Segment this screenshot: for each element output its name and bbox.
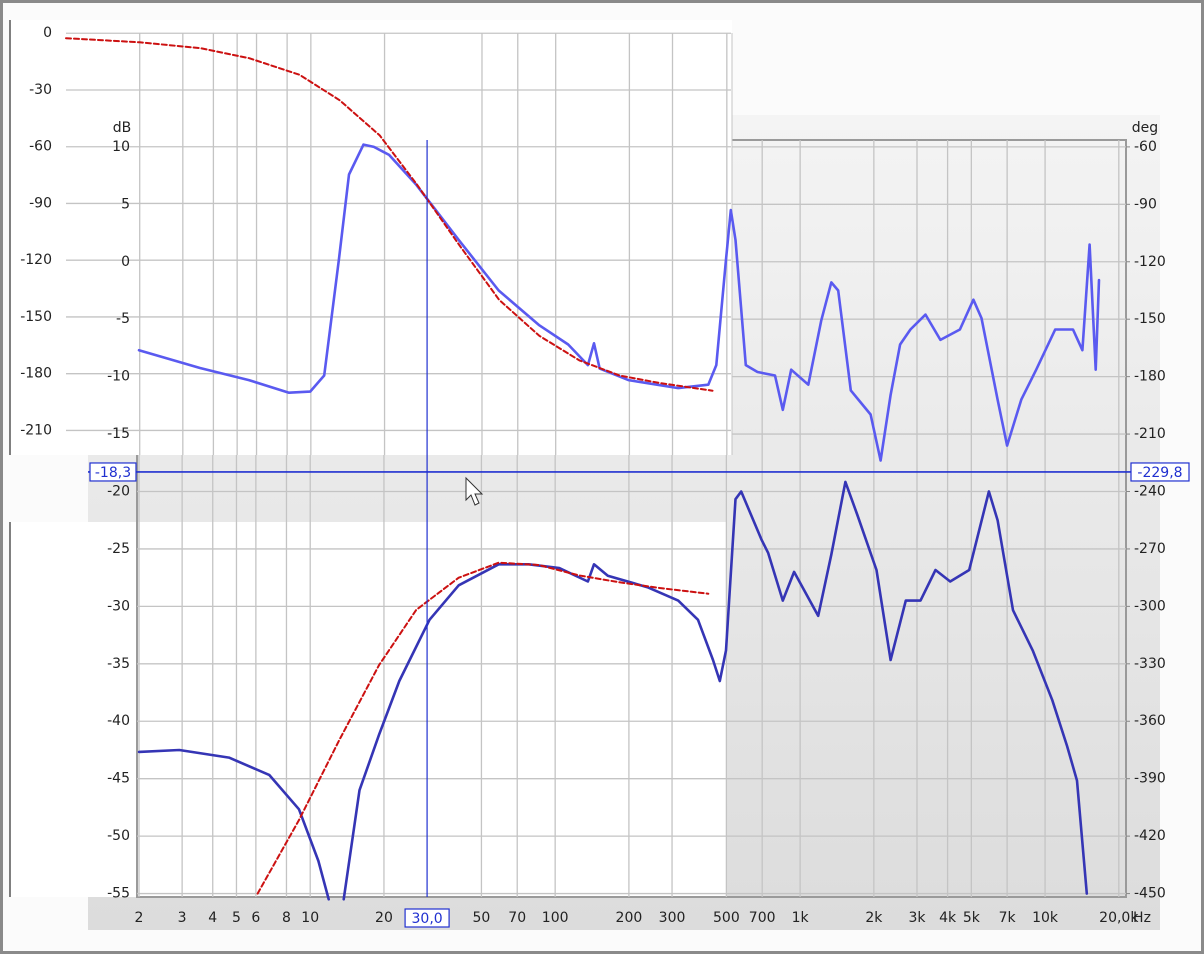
- curve: [137, 143, 1101, 462]
- x-tick-label: 10k: [1032, 910, 1059, 926]
- y-tick-label: -25: [107, 541, 130, 557]
- y2-tick-label: -300: [1134, 598, 1166, 614]
- overlay-y-tick-label: -30: [29, 82, 52, 98]
- dashed-curve: [256, 561, 710, 895]
- y2-tick-label: -360: [1134, 713, 1166, 729]
- y-tick-label: -20: [107, 484, 130, 500]
- x-tick-label: 1k: [792, 910, 810, 926]
- inset-panel: [10, 522, 726, 897]
- cursor-y-label-box: [89, 462, 137, 482]
- cursor-x-label-box: [404, 908, 450, 928]
- x-tick-label: 100: [542, 910, 569, 926]
- y2-tick-label: -150: [1134, 311, 1166, 327]
- overlay-y-tick-label: -60: [29, 139, 52, 155]
- y2-tick-label: -450: [1134, 886, 1166, 902]
- y-tick-label: -35: [107, 656, 130, 672]
- x-tick-label: 6: [251, 910, 260, 926]
- y-tick-label: -45: [107, 771, 130, 787]
- curves-layer: [65, 37, 1101, 901]
- x-tick-label: 20,0k: [1099, 910, 1139, 926]
- x-tick-label: 50: [473, 910, 491, 926]
- y2-tick-label: -180: [1134, 369, 1166, 385]
- x-tick-label: 10: [301, 910, 319, 926]
- y-tick-label: -30: [107, 598, 130, 614]
- y2-tick-label: -330: [1134, 656, 1166, 672]
- axes-layer: 2 3 4 5 6 8 10 20 50 70 100 200 300 500 700 1k 2k 3k 4k 5k 7…: [107, 120, 1166, 926]
- x-tick-label: 4k: [939, 910, 957, 926]
- y2-tick-label: -60: [1134, 139, 1157, 155]
- y-axis-label: dB: [113, 120, 132, 136]
- x-tick-label: 200: [616, 910, 643, 926]
- y-tick-label: -10: [107, 369, 130, 385]
- x-tick-label: 5: [232, 910, 241, 926]
- x-tick-label: 3: [178, 910, 187, 926]
- y2-tick-label: -270: [1134, 541, 1166, 557]
- x-tick-label: 2k: [865, 910, 883, 926]
- y2-tick-label: -210: [1134, 426, 1166, 442]
- overlay-y-tick-label: 0: [43, 25, 52, 41]
- y2-tick-label: -390: [1134, 771, 1166, 787]
- y-tick-label: 0: [121, 254, 130, 270]
- overlay-y-tick-label: -210: [20, 422, 52, 438]
- overlay-y-tick-label: -90: [29, 195, 52, 211]
- dashed-curve: [65, 37, 714, 392]
- x-axis-label: Hz: [1133, 910, 1151, 926]
- y-tick-label: -5: [116, 311, 130, 327]
- overlay-y-tick-label: -120: [20, 252, 52, 268]
- mouse-pointer: [465, 476, 484, 506]
- x-tick-label: 7k: [999, 910, 1017, 926]
- x-tick-label: 70: [508, 910, 526, 926]
- overlay-panel: [10, 20, 732, 455]
- x-tick-label: 8: [282, 910, 291, 926]
- cursor-layer: -18,3 -229,8 30,0: [88, 140, 1190, 928]
- y-tick-label: -15: [107, 426, 130, 442]
- overlay-y-tick-label: -150: [20, 309, 52, 325]
- y-tick-label: 5: [121, 196, 130, 212]
- x-tick-label: 2: [135, 910, 144, 926]
- y-tick-label: 10: [112, 139, 130, 155]
- y2-tick-label: -420: [1134, 828, 1166, 844]
- y-tick-label: -40: [107, 713, 130, 729]
- x-tick-label: 300: [659, 910, 686, 926]
- y2-tick-label: -240: [1134, 484, 1166, 500]
- cursor-y2-label: -229,8: [1137, 465, 1182, 481]
- cursor-x-label: 30,0: [412, 911, 443, 927]
- overlay-y-tick-label: -180: [20, 366, 52, 382]
- cursor-y-label: -18,3: [95, 465, 131, 481]
- x-tick-label: 700: [749, 910, 776, 926]
- x-tick-label: 500: [713, 910, 740, 926]
- x-tick-label: 20: [375, 910, 393, 926]
- y2-axis-label: deg: [1132, 120, 1158, 136]
- y-tick-label: -50: [107, 828, 130, 844]
- x-tick-label: 4: [208, 910, 217, 926]
- cursor-y2-label-box: [1130, 462, 1190, 482]
- y2-tick-label: -90: [1134, 196, 1157, 212]
- x-tick-label: 3k: [908, 910, 926, 926]
- overlay-layer: 0-30-60-90-120-150-180-210: [9, 20, 733, 455]
- y-tick-label: -55: [107, 886, 130, 902]
- x-tick-label: 5k: [963, 910, 981, 926]
- y2-tick-label: -120: [1134, 254, 1166, 270]
